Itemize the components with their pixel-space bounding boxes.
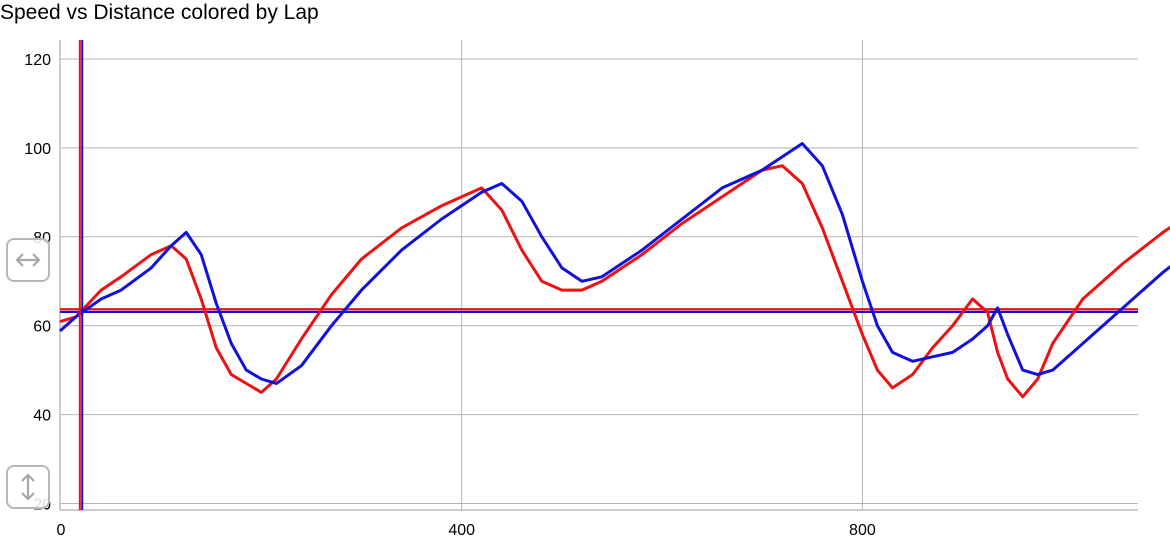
series-lines — [59, 142, 1170, 399]
cursor-line — [78, 40, 84, 510]
x-tick-label: 800 — [849, 522, 876, 539]
series-line-1 — [59, 164, 1170, 399]
zoom-horizontal-button[interactable] — [6, 238, 50, 282]
x-tick-label: 0 — [57, 522, 66, 539]
chart-title: Speed vs Distance colored by Lap — [0, 1, 319, 24]
x-tick-label: 400 — [448, 522, 475, 539]
x-axis-ticks: 04008001200160020002400 — [57, 522, 876, 539]
zoom-vertical-button[interactable] — [6, 465, 50, 509]
grid-lines — [59, 40, 1138, 511]
y-tick-label: 100 — [24, 141, 51, 158]
series-line-2 — [59, 142, 1170, 385]
y-axis-ticks: 20406080100120 — [24, 52, 51, 514]
y-tick-label: 40 — [33, 408, 51, 425]
y-tick-label: 120 — [24, 52, 51, 69]
reference-lines — [60, 308, 1138, 314]
vertical-arrows-icon — [21, 473, 35, 501]
horizontal-arrows-icon — [15, 253, 41, 267]
y-tick-label: 60 — [33, 319, 51, 336]
